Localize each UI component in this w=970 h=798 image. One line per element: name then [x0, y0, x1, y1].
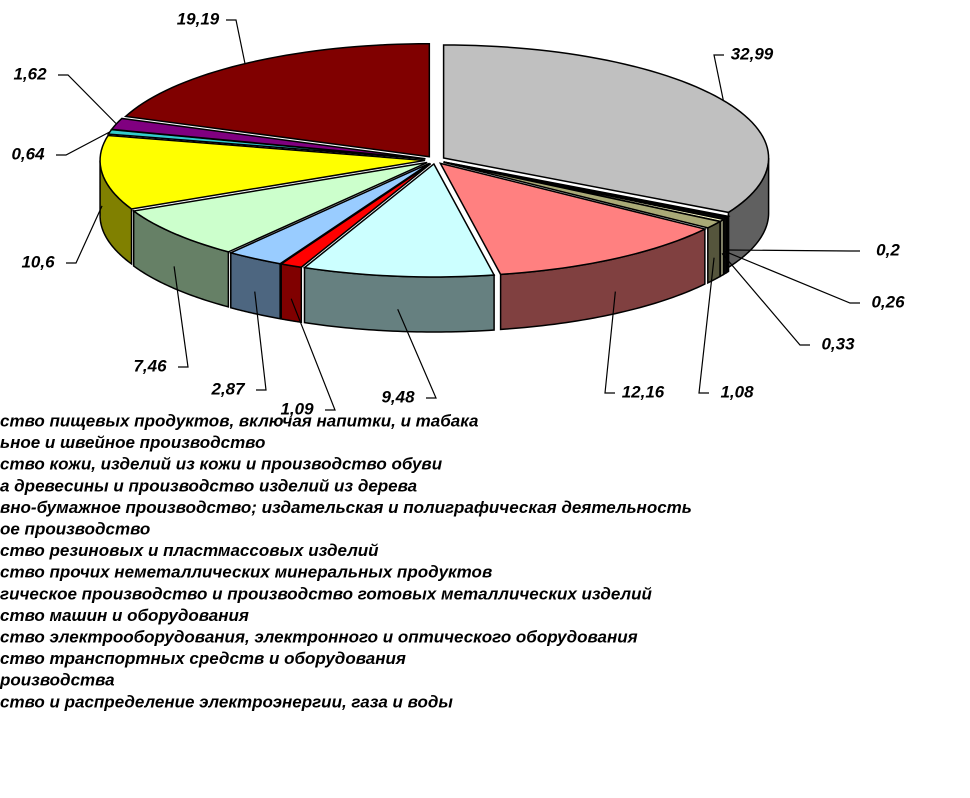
- data-label: 0,33: [821, 334, 855, 353]
- slice: [443, 161, 723, 229]
- legend-label: ство электрооборудования, электронного и…: [0, 627, 638, 646]
- legend-label: гическое производство и производство гот…: [0, 584, 653, 603]
- leader-line: [290, 298, 336, 411]
- data-label: 2,87: [210, 379, 246, 398]
- slice: [123, 42, 431, 158]
- data-label: 32,99: [731, 44, 774, 63]
- leader-line: [56, 131, 111, 156]
- leader-line: [226, 19, 246, 64]
- legend-label: вно-бумажное производство; издательская …: [0, 498, 692, 517]
- legend-label: ство и распределение электроэнергии, газ…: [0, 692, 453, 711]
- slice: [99, 134, 426, 210]
- legend-label: ство резиновых и пластмассовых изделий: [0, 541, 379, 560]
- data-label: 1,09: [280, 399, 314, 418]
- leader-line: [254, 291, 267, 391]
- data-label: 0,26: [871, 292, 905, 311]
- slice-side: [280, 263, 303, 324]
- legend-label: ство кожи, изделий из кожи и производств…: [0, 455, 443, 474]
- data-label: 0,2: [876, 240, 900, 259]
- leader-line: [713, 54, 724, 101]
- leader-line: [604, 291, 616, 394]
- legend-label: ство прочих неметаллических минеральных …: [0, 563, 492, 582]
- legend-label: ство пищевых продуктов, включая напитки,…: [0, 411, 479, 430]
- slice: [131, 161, 428, 253]
- leader-line: [173, 266, 189, 368]
- legend-label: ое производство: [0, 519, 150, 538]
- legend-label: роизводства: [0, 671, 115, 690]
- slice: [279, 162, 432, 269]
- slice: [302, 162, 496, 278]
- data-label: 0,64: [11, 144, 45, 163]
- data-label: 10,6: [21, 252, 55, 271]
- legend-label: ьное и швейное производство: [0, 433, 265, 452]
- slice: [438, 162, 708, 276]
- data-label: 9,48: [381, 387, 415, 406]
- leader-line: [724, 250, 860, 304]
- data-label: 12,16: [622, 382, 665, 401]
- leader-line: [397, 309, 437, 399]
- leader-line: [698, 257, 715, 394]
- slice-side: [707, 220, 721, 285]
- legend-label: ство транспортных средств и оборудования: [0, 649, 406, 668]
- leader-line: [727, 249, 860, 252]
- data-label: 19,19: [177, 9, 220, 28]
- legend-label: а древесины и производство изделий из де…: [0, 476, 417, 495]
- data-label: 7,46: [133, 356, 167, 375]
- legend-label: ство машин и оборудования: [0, 606, 249, 625]
- leader-line: [66, 205, 103, 264]
- leader-line: [58, 74, 117, 125]
- leader-line: [721, 252, 810, 346]
- slice: [228, 162, 431, 265]
- data-label: 1,62: [13, 64, 47, 83]
- data-label: 1,08: [720, 382, 754, 401]
- slice-side: [719, 218, 725, 278]
- slice-side: [303, 266, 495, 333]
